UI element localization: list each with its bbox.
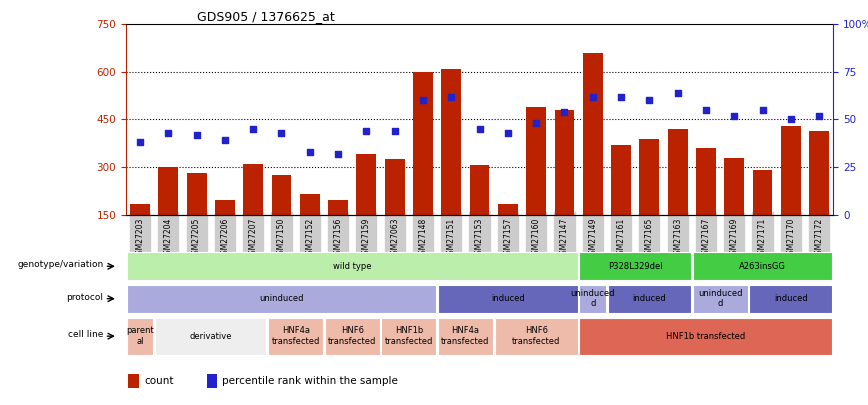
Bar [696, 148, 716, 262]
Bar [130, 204, 150, 262]
Bar [441, 69, 461, 262]
Bar [299, 194, 319, 262]
Text: cell line: cell line [68, 330, 103, 339]
Point [359, 128, 373, 134]
Bar [781, 126, 801, 262]
Point [133, 139, 147, 145]
Point [444, 94, 458, 100]
Bar [582, 53, 602, 262]
Text: percentile rank within the sample: percentile rank within the sample [222, 376, 398, 386]
Point [472, 126, 486, 132]
Bar [272, 175, 292, 262]
Point [388, 128, 402, 134]
Point [755, 107, 770, 113]
Bar [438, 318, 493, 355]
Point [529, 120, 543, 126]
Point [557, 109, 571, 115]
Bar [127, 285, 437, 313]
Bar [498, 204, 518, 262]
Bar [328, 200, 348, 262]
Point [699, 107, 713, 113]
Bar [385, 159, 404, 262]
Point [416, 97, 430, 104]
Bar [357, 154, 377, 262]
Bar [438, 285, 578, 313]
Text: genotype/variation: genotype/variation [17, 260, 103, 269]
Bar [693, 252, 832, 280]
Text: wild type: wild type [333, 262, 372, 271]
Point [274, 130, 288, 136]
Point [501, 130, 515, 136]
Bar [753, 170, 773, 262]
Point [332, 151, 345, 157]
Bar [325, 318, 379, 355]
Bar [243, 164, 263, 262]
Bar [580, 318, 832, 355]
Bar [608, 285, 691, 313]
Text: A263insGG: A263insGG [739, 262, 786, 271]
Bar [526, 107, 546, 262]
Bar [555, 110, 575, 262]
Bar [749, 285, 832, 313]
Text: protocol: protocol [66, 293, 103, 302]
Bar [155, 318, 266, 355]
Bar [381, 318, 437, 355]
Bar [268, 318, 323, 355]
Bar [215, 200, 235, 262]
Bar [495, 318, 578, 355]
Bar [127, 318, 154, 355]
Bar [127, 252, 578, 280]
Bar [470, 166, 490, 262]
Point [247, 126, 260, 132]
Text: HNF6
transfected: HNF6 transfected [512, 326, 561, 346]
Point [727, 113, 741, 119]
Bar [640, 139, 660, 262]
Point [784, 116, 798, 123]
Point [642, 97, 656, 104]
Bar [413, 72, 433, 262]
Bar [724, 158, 744, 262]
Text: HNF6
transfected: HNF6 transfected [328, 326, 377, 346]
Bar [158, 167, 178, 262]
Point [161, 130, 175, 136]
Text: HNF4a
transfected: HNF4a transfected [272, 326, 319, 346]
Text: P328L329del: P328L329del [608, 262, 662, 271]
Bar [611, 145, 631, 262]
Bar [187, 173, 207, 262]
Text: HNF1b
transfected: HNF1b transfected [385, 326, 433, 346]
Point [614, 94, 628, 100]
Text: induced: induced [774, 294, 808, 303]
Text: uninduced: uninduced [260, 294, 304, 303]
Bar [128, 374, 139, 388]
Text: uninduced
d: uninduced d [698, 289, 742, 308]
Text: GDS905 / 1376625_at: GDS905 / 1376625_at [196, 10, 334, 23]
Text: uninduced
d: uninduced d [570, 289, 615, 308]
Point [812, 113, 826, 119]
Point [189, 132, 203, 138]
Text: induced: induced [491, 294, 525, 303]
Point [671, 90, 685, 96]
Text: derivative: derivative [189, 332, 232, 341]
Text: HNF1b transfected: HNF1b transfected [667, 332, 746, 341]
Bar [580, 285, 606, 313]
Point [218, 137, 232, 144]
Text: induced: induced [633, 294, 667, 303]
Bar [580, 252, 691, 280]
Point [586, 94, 600, 100]
Point [303, 149, 317, 155]
Bar [667, 129, 687, 262]
Text: HNF4a
transfected: HNF4a transfected [441, 326, 490, 346]
Bar [207, 374, 217, 388]
Text: count: count [144, 376, 174, 386]
Bar [693, 285, 747, 313]
Text: parent
al: parent al [126, 326, 154, 346]
Bar [809, 130, 829, 262]
